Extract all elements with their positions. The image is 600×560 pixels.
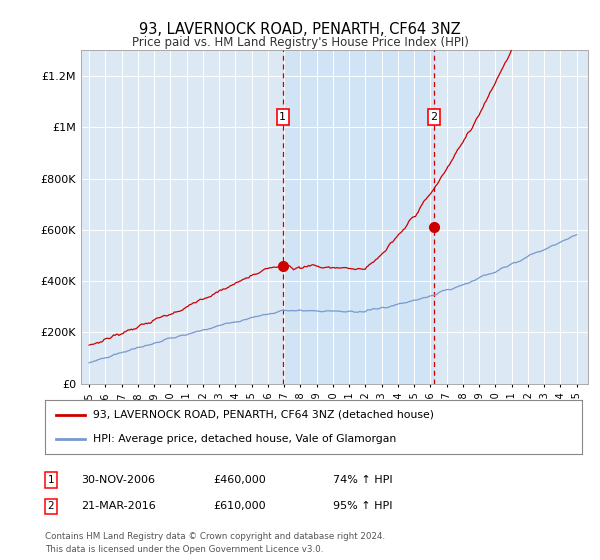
Bar	[283, 50, 434, 384]
Text: 2: 2	[47, 501, 55, 511]
Text: HPI: Average price, detached house, Vale of Glamorgan: HPI: Average price, detached house, Vale…	[94, 434, 397, 444]
Text: 30-NOV-2006: 30-NOV-2006	[81, 475, 155, 485]
Text: 2: 2	[430, 112, 437, 122]
Text: 95% ↑ HPI: 95% ↑ HPI	[333, 501, 392, 511]
Text: Contains HM Land Registry data © Crown copyright and database right 2024.
This d: Contains HM Land Registry data © Crown c…	[45, 532, 385, 553]
Text: £460,000: £460,000	[213, 475, 266, 485]
Text: 93, LAVERNOCK ROAD, PENARTH, CF64 3NZ (detached house): 93, LAVERNOCK ROAD, PENARTH, CF64 3NZ (d…	[94, 410, 434, 420]
Text: 1: 1	[47, 475, 55, 485]
Text: 1: 1	[280, 112, 286, 122]
Text: 93, LAVERNOCK ROAD, PENARTH, CF64 3NZ: 93, LAVERNOCK ROAD, PENARTH, CF64 3NZ	[139, 22, 461, 38]
Text: 21-MAR-2016: 21-MAR-2016	[81, 501, 156, 511]
Text: £610,000: £610,000	[213, 501, 266, 511]
Text: 74% ↑ HPI: 74% ↑ HPI	[333, 475, 392, 485]
Text: Price paid vs. HM Land Registry's House Price Index (HPI): Price paid vs. HM Land Registry's House …	[131, 36, 469, 49]
